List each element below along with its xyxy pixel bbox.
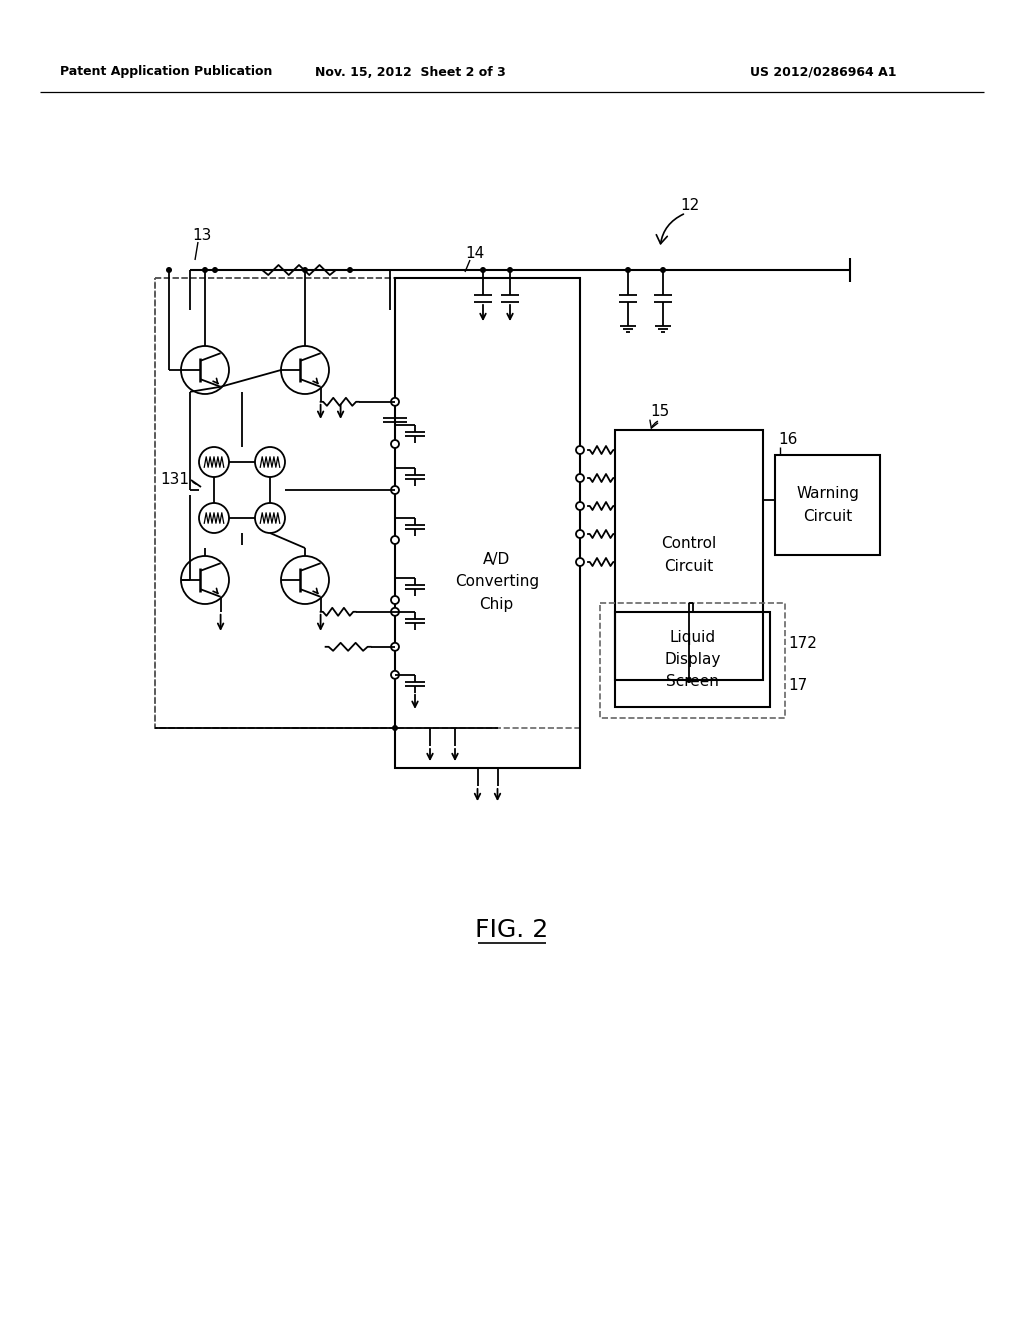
Bar bbox=[775, 455, 880, 554]
Circle shape bbox=[391, 607, 399, 616]
Circle shape bbox=[302, 267, 308, 273]
Text: 16: 16 bbox=[778, 433, 798, 447]
Bar bbox=[615, 612, 770, 708]
Circle shape bbox=[391, 671, 399, 678]
Text: Control
Circuit: Control Circuit bbox=[662, 536, 717, 574]
Circle shape bbox=[391, 643, 399, 651]
Text: 17: 17 bbox=[788, 678, 807, 693]
Circle shape bbox=[212, 267, 218, 273]
Bar bbox=[395, 279, 580, 768]
Circle shape bbox=[347, 267, 353, 273]
Circle shape bbox=[575, 474, 584, 482]
Circle shape bbox=[625, 267, 631, 273]
Text: A/D
Converting
Chip: A/D Converting Chip bbox=[455, 552, 539, 611]
Circle shape bbox=[392, 399, 398, 405]
Circle shape bbox=[392, 487, 398, 492]
Circle shape bbox=[575, 446, 584, 454]
Circle shape bbox=[392, 399, 398, 405]
Text: FIG. 2: FIG. 2 bbox=[475, 917, 549, 942]
Circle shape bbox=[660, 267, 666, 273]
Bar bbox=[600, 603, 785, 718]
Circle shape bbox=[202, 267, 208, 273]
Circle shape bbox=[575, 558, 584, 566]
FancyArrowPatch shape bbox=[656, 214, 683, 244]
Circle shape bbox=[575, 531, 584, 539]
Text: 15: 15 bbox=[650, 404, 670, 420]
Text: Warning
Circuit: Warning Circuit bbox=[796, 486, 859, 524]
Bar bbox=[615, 430, 763, 680]
Text: 172: 172 bbox=[788, 636, 817, 651]
Text: Liquid
Display
Screen: Liquid Display Screen bbox=[665, 630, 721, 689]
Text: US 2012/0286964 A1: US 2012/0286964 A1 bbox=[750, 66, 896, 78]
Text: 131: 131 bbox=[160, 473, 189, 487]
FancyArrowPatch shape bbox=[650, 420, 657, 428]
Text: Nov. 15, 2012  Sheet 2 of 3: Nov. 15, 2012 Sheet 2 of 3 bbox=[314, 66, 506, 78]
Circle shape bbox=[391, 536, 399, 544]
Circle shape bbox=[391, 397, 399, 405]
Circle shape bbox=[166, 267, 172, 273]
Circle shape bbox=[391, 440, 399, 447]
Circle shape bbox=[391, 597, 399, 605]
Circle shape bbox=[686, 677, 692, 682]
FancyArrowPatch shape bbox=[193, 482, 197, 484]
Text: 12: 12 bbox=[680, 198, 699, 213]
Circle shape bbox=[392, 725, 398, 731]
Bar bbox=[155, 279, 395, 729]
Circle shape bbox=[480, 267, 486, 273]
Bar bbox=[155, 279, 580, 729]
Circle shape bbox=[507, 267, 513, 273]
Circle shape bbox=[575, 502, 584, 510]
Text: 14: 14 bbox=[465, 246, 484, 260]
Text: Patent Application Publication: Patent Application Publication bbox=[60, 66, 272, 78]
Text: 13: 13 bbox=[193, 227, 211, 243]
Circle shape bbox=[391, 486, 399, 494]
